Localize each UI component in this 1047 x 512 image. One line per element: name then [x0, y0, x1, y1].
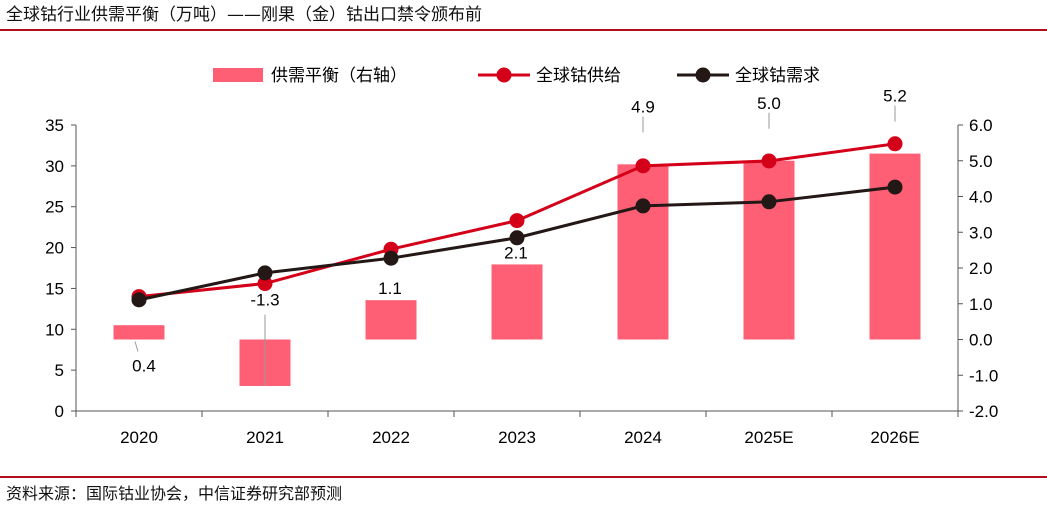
demand-point	[635, 198, 651, 214]
chart-title: 全球钴行业供需平衡（万吨）——刚果（金）钴出口禁令颁布前	[6, 5, 482, 25]
demand-point	[131, 292, 147, 308]
balance-data-label: 4.9	[631, 97, 655, 116]
x-axis-tick-label: 2022	[372, 428, 410, 447]
demand-point	[761, 194, 777, 210]
legend-demand-label: 全球钴需求	[735, 66, 820, 85]
x-axis-tick-label: 2020	[120, 428, 158, 447]
x-axis-tick-label: 2025E	[744, 428, 793, 447]
right-axis-tick-label: 3.0	[969, 223, 993, 242]
left-axis-tick-label: 20	[45, 239, 64, 258]
top-divider	[0, 29, 1047, 31]
demand-point	[383, 250, 399, 266]
left-axis-tick-label: 5	[55, 361, 64, 380]
balance-data-label: -1.3	[250, 291, 279, 310]
demand-point	[257, 265, 273, 281]
supply-point	[509, 213, 525, 229]
supply-point	[257, 276, 273, 292]
left-axis-tick-label: 10	[45, 320, 64, 339]
supply-point	[761, 153, 777, 169]
source-note: 资料来源：国际钴业协会，中信证券研究部预测	[6, 484, 343, 503]
balance-data-label: 2.1	[504, 243, 528, 262]
right-axis-tick-label: -1.0	[969, 366, 998, 385]
balance-label-leader	[134, 341, 139, 352]
supply-point	[887, 136, 903, 152]
balance-data-label: 0.4	[132, 357, 156, 376]
right-axis-tick-label: 0.0	[969, 331, 993, 350]
balance-data-label: 5.2	[883, 87, 907, 106]
demand-point	[887, 179, 903, 195]
left-axis-tick-label: 25	[45, 198, 64, 217]
right-axis-tick-label: 1.0	[969, 295, 993, 314]
right-axis-tick-label: 4.0	[969, 188, 993, 207]
x-axis-tick-label: 2023	[498, 428, 536, 447]
x-axis-tick-label: 2021	[246, 428, 284, 447]
x-axis-tick-label: 2024	[624, 428, 662, 447]
left-axis-tick-label: 15	[45, 279, 64, 298]
legend-demand-marker	[695, 67, 711, 83]
right-axis-tick-label: 2.0	[969, 259, 993, 278]
left-axis-tick-label: 35	[45, 116, 64, 135]
bottom-divider	[0, 476, 1047, 478]
balance-data-label: 1.1	[378, 279, 402, 298]
legend-supply-marker	[496, 67, 512, 83]
legend-supply-label: 全球钴供给	[536, 66, 621, 85]
x-axis-tick-label: 2026E	[870, 428, 919, 447]
demand-point	[509, 230, 525, 246]
supply-point	[635, 158, 651, 174]
left-axis-tick-label: 0	[55, 402, 64, 421]
balance-bar	[617, 164, 669, 340]
right-axis-tick-label: 5.0	[969, 152, 993, 171]
right-axis-tick-label: -2.0	[969, 402, 998, 421]
legend-balance-swatch	[213, 68, 263, 82]
left-axis-tick-label: 30	[45, 157, 64, 176]
legend-balance-label: 供需平衡（右轴）	[271, 66, 407, 85]
balance-data-label: 5.0	[757, 94, 781, 113]
balance-bar	[365, 300, 417, 340]
balance-bar	[113, 325, 165, 340]
balance-bar	[743, 160, 795, 340]
right-axis-tick-label: 6.0	[969, 116, 993, 135]
balance-bar	[491, 264, 543, 340]
